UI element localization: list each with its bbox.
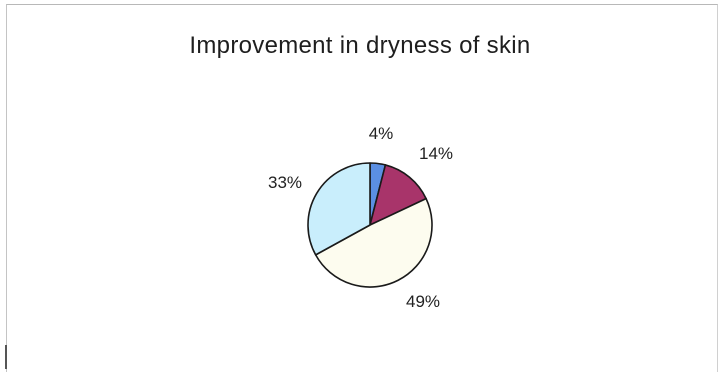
pie-slice-label-3: 33% — [268, 173, 302, 192]
pie-slice-1 — [369, 164, 427, 226]
pie-slice-label-0: 4% — [369, 124, 394, 143]
chart-frame — [6, 4, 718, 372]
frame-corner-mark — [5, 345, 7, 369]
pie-slice-label-2: 49% — [406, 292, 440, 311]
pie-slice-2 — [314, 197, 433, 288]
chart-title: Improvement in dryness of skin — [189, 32, 531, 59]
pie-slice-label-1: 14% — [419, 144, 453, 163]
pie-slice-3 — [307, 162, 371, 256]
